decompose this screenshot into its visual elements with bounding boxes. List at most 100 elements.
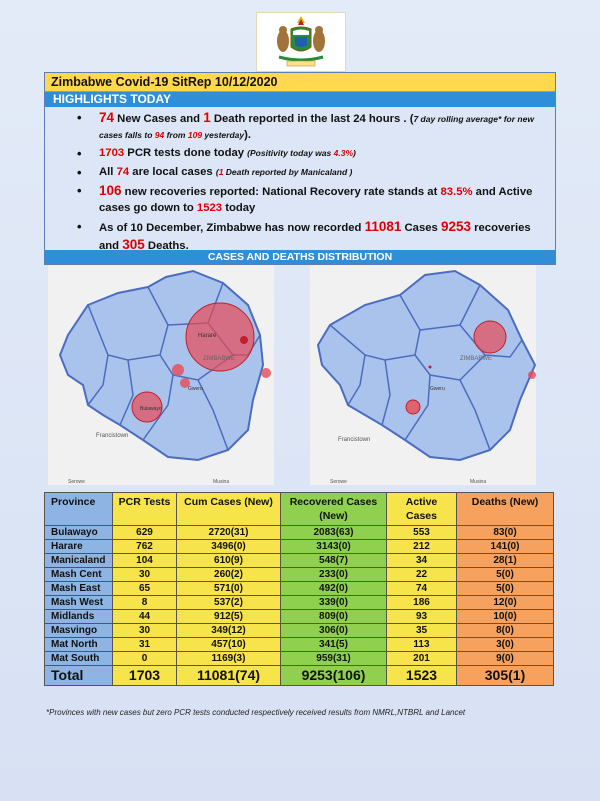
map-label-serowe: Serowe (330, 479, 347, 485)
cell-act: 113 (386, 637, 457, 652)
total-dea: 305(1) (456, 665, 554, 686)
cell-dea: 10(0) (456, 609, 554, 624)
cell-pcr: 31 (112, 637, 177, 652)
cell-province: Mat North (44, 637, 113, 652)
cell-pcr: 104 (112, 553, 177, 568)
cell-province: Midlands (44, 609, 113, 624)
total-pcr: 1703 (112, 665, 177, 686)
deaths-map: ZIMBABWE Gweru Francistown Serowe Musina (310, 265, 536, 485)
highlights-heading: HIGHLIGHTS TODAY (45, 92, 555, 107)
cell-dea: 8(0) (456, 623, 554, 638)
cell-act: 22 (386, 567, 457, 582)
header-pcr: PCR Tests (112, 492, 177, 526)
cell-rec: 492(0) (280, 581, 387, 596)
total-rec: 9253(106) (280, 665, 387, 686)
cell-rec: 959(31) (280, 651, 387, 666)
cell-cum: 260(2) (176, 567, 281, 582)
table-row: Mat South 0 1169(3) 959(31) 201 9(0) (44, 651, 554, 666)
highlight-pcr-tests: 1703 PCR tests done today (Positivity to… (77, 146, 555, 162)
cell-cum: 349(12) (176, 623, 281, 638)
cell-rec: 306(0) (280, 623, 387, 638)
table-row: Mash East 65 571(0) 492(0) 74 5(0) (44, 581, 554, 596)
highlights-list: 74 New Cases and 1 Death reported in the… (45, 110, 555, 254)
cell-province: Masvingo (44, 623, 113, 638)
cell-act: 74 (386, 581, 457, 596)
cell-dea: 12(0) (456, 595, 554, 610)
table-row: Bulawayo 629 2720(31) 2083(63) 553 83(0) (44, 525, 554, 540)
highlight-cumulative: As of 10 December, Zimbabwe has now reco… (77, 219, 555, 254)
cell-act: 212 (386, 539, 457, 554)
cell-rec: 233(0) (280, 567, 387, 582)
total-act: 1523 (386, 665, 457, 686)
cell-province: Mash West (44, 595, 113, 610)
distribution-heading: CASES AND DEATHS DISTRIBUTION (45, 250, 555, 264)
cell-cum: 537(2) (176, 595, 281, 610)
cell-cum: 457(10) (176, 637, 281, 652)
cell-pcr: 629 (112, 525, 177, 540)
map-label-bulawayo: Bulawayo (140, 406, 162, 412)
cell-dea: 9(0) (456, 651, 554, 666)
cell-cum: 1169(3) (176, 651, 281, 666)
cell-dea: 83(0) (456, 525, 554, 540)
header-rec: Recovered Cases (New) (280, 492, 387, 526)
cell-pcr: 44 (112, 609, 177, 624)
cell-rec: 809(0) (280, 609, 387, 624)
coat-of-arms-emblem (256, 12, 346, 72)
map-label-francistown: Francistown (338, 437, 370, 443)
map-label-country: ZIMBABWE (203, 356, 235, 362)
cell-pcr: 0 (112, 651, 177, 666)
map-label-country: ZIMBABWE (460, 356, 492, 362)
cell-cum: 571(0) (176, 581, 281, 596)
cell-cum: 2720(31) (176, 525, 281, 540)
cell-province: Bulawayo (44, 525, 113, 540)
province-table: Province PCR Tests Cum Cases (New) Recov… (44, 492, 554, 686)
cell-pcr: 30 (112, 567, 177, 582)
cell-dea: 141(0) (456, 539, 554, 554)
cell-province: Mash East (44, 581, 113, 596)
header-act: Active Cases (386, 492, 457, 526)
table-row: Harare 762 3496(0) 3143(0) 212 141(0) (44, 539, 554, 554)
map-label-musina: Musina (213, 479, 229, 485)
cell-pcr: 8 (112, 595, 177, 610)
footnote: *Provinces with new cases but zero PCR t… (46, 708, 466, 717)
cell-act: 93 (386, 609, 457, 624)
header-deaths: Deaths (New) (456, 492, 554, 526)
cell-cum: 610(9) (176, 553, 281, 568)
province-rows: Bulawayo 629 2720(31) 2083(63) 553 83(0) Harar… (44, 525, 554, 686)
total-cum: 11081(74) (176, 665, 281, 686)
highlight-local-cases: All 74 are local cases (1 Death reported… (77, 165, 555, 181)
cell-rec: 548(7) (280, 553, 387, 568)
cell-cum: 3496(0) (176, 539, 281, 554)
table-row: Mash Cent 30 260(2) 233(0) 22 5(0) (44, 567, 554, 582)
cell-act: 35 (386, 623, 457, 638)
table-row: Midlands 44 912(5) 809(0) 93 10(0) (44, 609, 554, 624)
cell-act: 34 (386, 553, 457, 568)
map-label-francistown: Francistown (96, 433, 128, 439)
cell-rec: 3143(0) (280, 539, 387, 554)
report-title: Zimbabwe Covid-19 SitRep 10/12/2020 (45, 73, 555, 92)
highlight-new-cases: 74 New Cases and 1 Death reported in the… (77, 110, 555, 143)
table-row: Masvingo 30 349(12) 306(0) 35 8(0) (44, 623, 554, 638)
header-province: Province (44, 492, 113, 526)
highlights-panel: Zimbabwe Covid-19 SitRep 10/12/2020 HIGH… (44, 72, 556, 265)
map-label-gweru: Gweru (430, 386, 445, 392)
cell-cum: 912(5) (176, 609, 281, 624)
cell-province: Manicaland (44, 553, 113, 568)
table-row: Mash West 8 537(2) 339(0) 186 12(0) (44, 595, 554, 610)
map-label-musina: Musina (470, 479, 486, 485)
map-label-gweru: Gweru (188, 386, 203, 392)
cell-rec: 2083(63) (280, 525, 387, 540)
cell-pcr: 30 (112, 623, 177, 638)
cell-act: 186 (386, 595, 457, 610)
highlight-recoveries: 106 new recoveries reported: National Re… (77, 183, 555, 216)
cases-map: Harare ZIMBABWE Gweru Bulawayo Francisto… (48, 265, 274, 485)
total-province: Total (44, 665, 113, 686)
cell-rec: 341(5) (280, 637, 387, 652)
map-label-serowe: Serowe (68, 479, 85, 485)
cell-act: 201 (386, 651, 457, 666)
cell-act: 553 (386, 525, 457, 540)
cell-dea: 28(1) (456, 553, 554, 568)
cell-rec: 339(0) (280, 595, 387, 610)
table-row: Mat North 31 457(10) 341(5) 113 3(0) (44, 637, 554, 652)
